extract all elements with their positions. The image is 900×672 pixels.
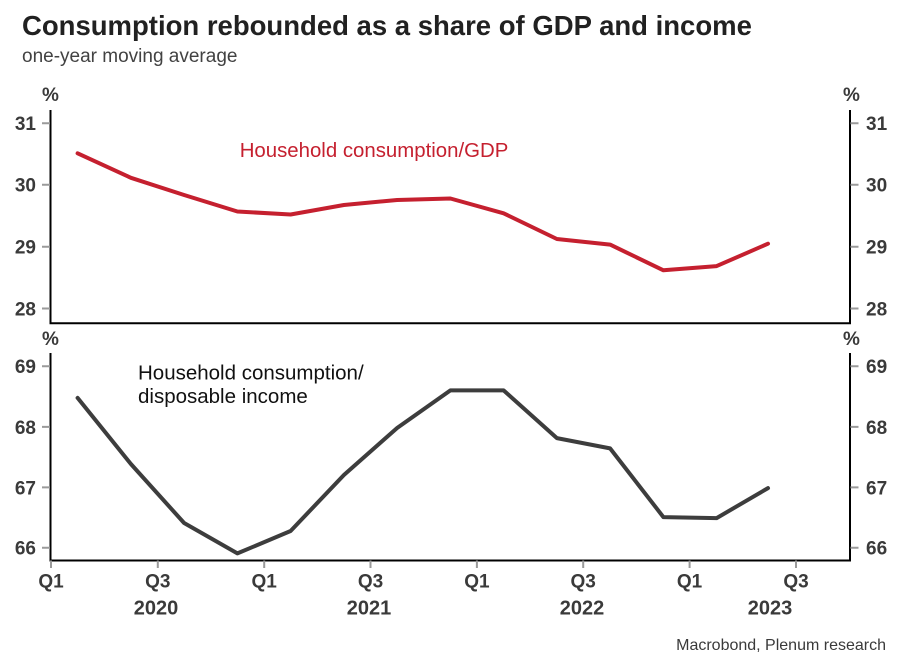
svg-text:Household consumption/GDP: Household consumption/GDP xyxy=(240,140,509,162)
svg-text:one-year moving average: one-year moving average xyxy=(22,46,237,67)
svg-text:68: 68 xyxy=(15,418,36,439)
svg-text:69: 69 xyxy=(15,357,36,378)
svg-text:69: 69 xyxy=(866,357,887,378)
svg-text:Q1: Q1 xyxy=(464,572,490,593)
svg-text:Q3: Q3 xyxy=(145,572,170,593)
svg-text:2020: 2020 xyxy=(134,598,179,620)
svg-text:2021: 2021 xyxy=(347,598,392,620)
svg-text:31: 31 xyxy=(15,114,37,135)
svg-text:68: 68 xyxy=(866,418,887,439)
svg-text:Macrobond, Plenum research: Macrobond, Plenum research xyxy=(676,637,886,654)
svg-text:%: % xyxy=(843,85,860,106)
svg-text:66: 66 xyxy=(15,539,36,560)
svg-text:28: 28 xyxy=(866,299,887,320)
svg-text:30: 30 xyxy=(866,176,887,197)
svg-text:31: 31 xyxy=(866,114,888,135)
svg-text:%: % xyxy=(843,329,860,350)
svg-text:disposable income: disposable income xyxy=(138,385,308,408)
svg-text:Q1: Q1 xyxy=(677,572,703,593)
svg-text:%: % xyxy=(42,329,59,350)
svg-text:29: 29 xyxy=(15,238,36,259)
svg-text:66: 66 xyxy=(866,539,887,560)
svg-text:30: 30 xyxy=(15,176,36,197)
svg-text:28: 28 xyxy=(15,299,36,320)
svg-text:Q1: Q1 xyxy=(252,572,278,593)
svg-text:2023: 2023 xyxy=(748,598,793,620)
svg-text:%: % xyxy=(42,85,59,106)
svg-text:2022: 2022 xyxy=(560,598,605,620)
svg-text:Household consumption/: Household consumption/ xyxy=(138,362,364,385)
svg-text:Consumption rebounded as a sha: Consumption rebounded as a share of GDP … xyxy=(22,10,752,41)
svg-text:Q3: Q3 xyxy=(358,572,383,593)
svg-text:67: 67 xyxy=(866,478,887,499)
svg-text:29: 29 xyxy=(866,238,887,259)
svg-text:Q1: Q1 xyxy=(38,572,64,593)
svg-text:67: 67 xyxy=(15,478,36,499)
svg-text:Q3: Q3 xyxy=(783,572,808,593)
svg-text:Q3: Q3 xyxy=(571,572,596,593)
